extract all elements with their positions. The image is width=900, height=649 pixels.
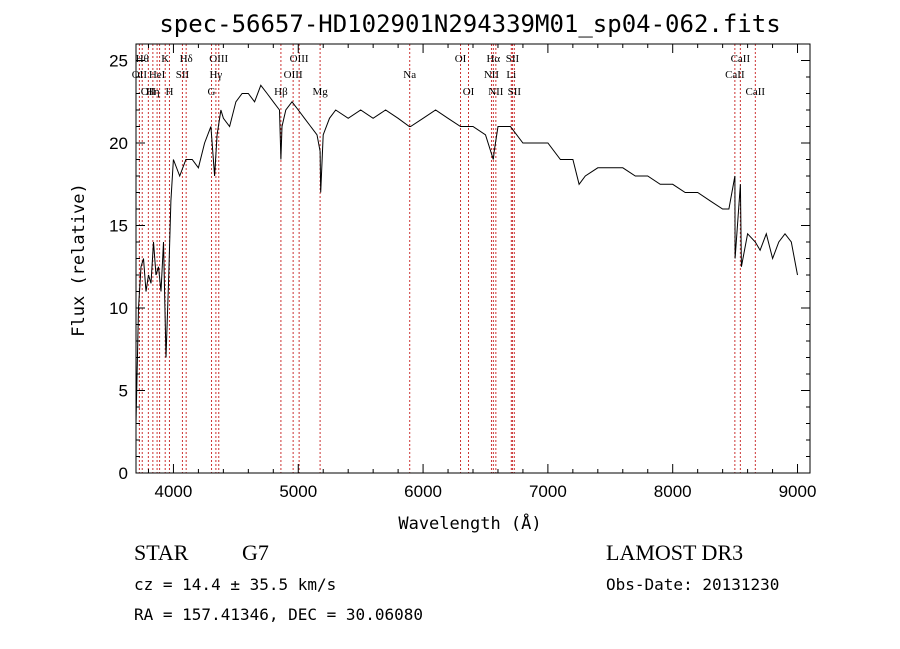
line-marker-label: NII [484, 69, 500, 81]
line-marker-label: K [161, 53, 169, 65]
axis-tick-labels: 4000 5000 6000 7000 8000 9000 0 5 10 15 20 25 [109, 52, 816, 502]
line-marker-label: Li [506, 69, 516, 81]
y-tick-label: 15 [109, 217, 128, 236]
line-marker-label: CaII [725, 69, 745, 81]
line-markers [138, 44, 756, 473]
line-marker-label: Hβ [274, 86, 288, 98]
line-marker-label: OIII [290, 53, 309, 65]
y-tick-label: 10 [109, 299, 128, 318]
line-marker-label: Hθ [136, 53, 149, 65]
axis-ticks [136, 43, 810, 474]
line-marker-labels: OIIHθOIIHηHeIKHSIIHδGHγOIIIHβOIIIOIIIMgN… [132, 53, 766, 98]
line-marker-label: Hη [146, 86, 160, 98]
coordinates: RA = 157.41346, DEC = 30.06080 [134, 605, 423, 624]
line-marker-label: G [208, 86, 216, 98]
line-marker-label: Hα [486, 53, 500, 65]
line-marker-label: OII [141, 86, 157, 98]
x-tick-label: 5000 [279, 482, 317, 501]
line-marker-label: SII [506, 53, 520, 65]
line-marker-label: H [165, 86, 173, 98]
line-marker-label: CaII [746, 86, 766, 98]
y-tick-label: 5 [119, 382, 128, 401]
y-tick-label: 20 [109, 134, 128, 153]
y-axis-label: Flux (relative) [69, 183, 89, 337]
x-tick-label: 8000 [654, 482, 692, 501]
line-marker-label: Hδ [180, 53, 193, 65]
line-marker-label: OI [455, 53, 467, 65]
x-tick-label: 9000 [779, 482, 817, 501]
line-marker-label: HeI [149, 69, 166, 81]
line-marker-label: Na [403, 69, 416, 81]
line-marker-label: NII [488, 86, 504, 98]
line-marker-label: OIII [284, 69, 303, 81]
observation-date: Obs-Date: 20131230 [606, 575, 779, 594]
line-marker-label: OII [132, 69, 148, 81]
x-tick-label: 7000 [529, 482, 567, 501]
object-class: STAR [134, 540, 189, 565]
y-tick-label: 25 [109, 52, 128, 71]
line-marker-label: Mg [312, 86, 328, 98]
spectrum-line [135, 84, 798, 424]
y-tick-label: 0 [119, 464, 128, 483]
plot-frame [135, 43, 811, 474]
line-marker-label: SII [508, 86, 522, 98]
survey-name: LAMOST DR3 [606, 540, 743, 565]
x-tick-label: 6000 [404, 482, 442, 501]
x-axis-label: Wavelength (Å) [398, 512, 541, 534]
line-marker-label: OIII [209, 53, 228, 65]
object-subclass: G7 [242, 540, 269, 565]
line-marker-label: OI [463, 86, 475, 98]
line-marker-label: Hγ [209, 69, 222, 81]
x-tick-label: 4000 [155, 482, 193, 501]
line-marker-label: SII [176, 69, 190, 81]
redshift-cz: cz = 14.4 ± 35.5 km/s [134, 575, 336, 594]
chart-title: spec-56657-HD102901N294339M01_sp04-062.f… [159, 10, 780, 38]
line-marker-label: CaII [731, 53, 751, 65]
